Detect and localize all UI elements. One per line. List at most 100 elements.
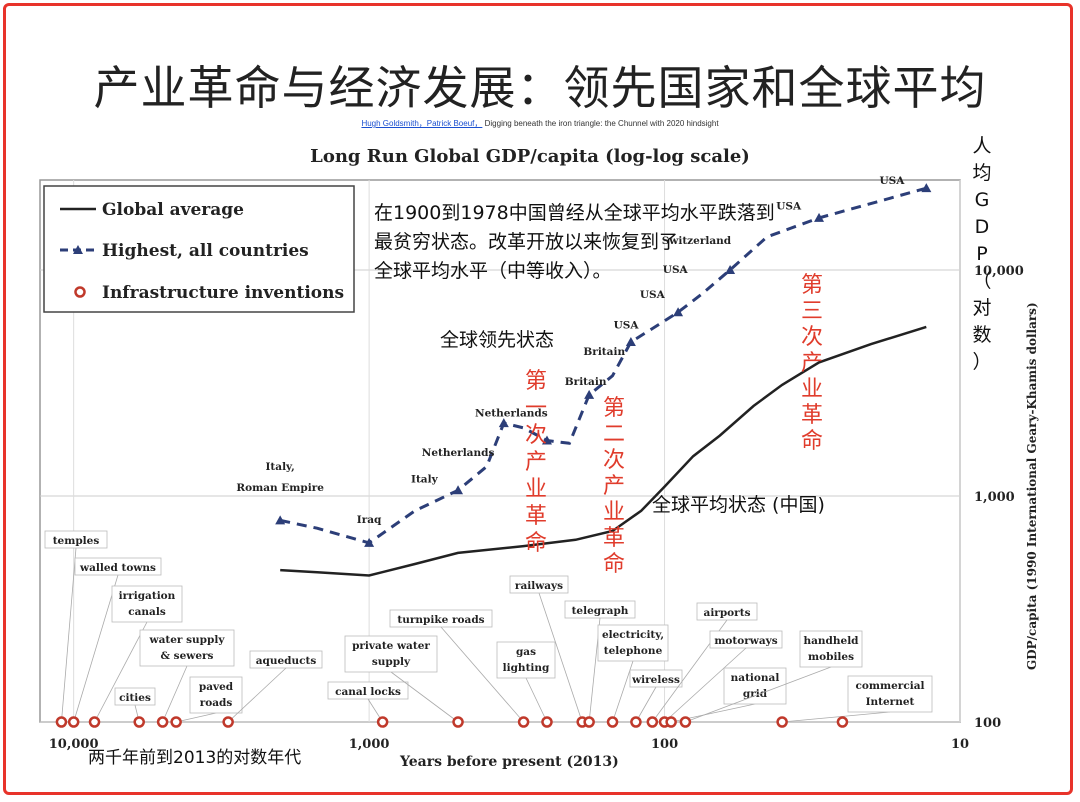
invention-marker: [606, 716, 619, 728]
invention-marker: [517, 716, 530, 728]
revolution-2-label: 二: [603, 422, 625, 447]
note-line-1: 在1900到1978中国曾经从全球平均水平跌落到: [374, 202, 775, 224]
revolution-2-label: 革: [603, 526, 625, 551]
invention-label: private water: [352, 640, 430, 652]
highest-series-marker: [814, 212, 825, 222]
citation-text: Digging beneath the iron triangle: the C…: [484, 119, 719, 128]
legend-label-highest: Highest, all countries: [102, 241, 309, 261]
invention-box: [696, 602, 758, 621]
revolution-2-label: 第: [603, 396, 625, 421]
invention-box: [44, 530, 108, 549]
invention-leader: [94, 621, 148, 723]
invention-marker: [541, 716, 553, 728]
invention-label: irrigation: [119, 590, 176, 602]
invention-box: [327, 681, 409, 700]
x-tick-label: 1,000: [349, 737, 390, 752]
invention-marker: [452, 716, 464, 728]
invention-marker: [170, 716, 182, 728]
legend-marker-highest: [73, 245, 83, 254]
y-tick-label: 100: [974, 716, 1001, 731]
invention-label: canal locks: [335, 686, 401, 698]
y-axis-label-cn-char: 人: [972, 135, 991, 157]
invention-leader: [440, 626, 524, 723]
invention-leader: [612, 660, 634, 723]
invention-label: mobiles: [808, 651, 854, 663]
country-label: USA: [879, 175, 905, 187]
highest-series-marker: [625, 336, 636, 346]
country-label: Roman Empire: [236, 482, 324, 494]
invention-label: airports: [704, 607, 751, 619]
revolution-2-label: 命: [603, 552, 625, 577]
leading-state-label: 全球领先状态: [440, 329, 554, 351]
invention-label: gas: [516, 646, 536, 658]
revolution-3-label: 革: [801, 403, 823, 428]
country-label: Netherlands: [422, 447, 495, 459]
y-axis-label-cn-char: （: [972, 270, 991, 292]
y-axis-label-cn-char: ）: [972, 351, 991, 373]
invention-box: [111, 585, 183, 623]
invention-label: motorways: [714, 635, 777, 647]
invention-label: cities: [119, 692, 151, 704]
revolution-1-label: 次: [525, 423, 547, 448]
invention-label: railways: [515, 580, 563, 592]
y-axis-label-cn-char: G: [975, 189, 990, 211]
revolution-3-label: 三: [801, 299, 823, 324]
country-label: Iraq: [357, 514, 382, 526]
slide-title: 产业革命与经济发展：领先国家和全球平均: [93, 61, 987, 115]
citation: Hugh Goldsmith，Patrick Boeuf， Digging be…: [0, 118, 1080, 129]
revolution-2-label: 产: [603, 474, 625, 499]
revolution-1-label: 产: [525, 450, 547, 475]
invention-label: & sewers: [161, 650, 214, 662]
country-label: USA: [776, 201, 802, 213]
legend-swatch-invention: [74, 286, 86, 298]
invention-box: [847, 675, 933, 713]
invention-box: [799, 630, 863, 668]
invention-leader: [782, 711, 891, 723]
revolution-3-label: 第: [801, 273, 823, 298]
invention-marker: [646, 716, 659, 728]
x-axis-label-cn: 两千年前到2013的对数年代: [88, 748, 301, 768]
revolution-1-label: 革: [525, 504, 547, 529]
country-label: USA: [640, 289, 666, 301]
invention-label: Internet: [866, 696, 915, 708]
revolution-1-label: 命: [525, 531, 547, 556]
invention-box: [723, 667, 787, 705]
invention-label: temples: [53, 535, 100, 547]
x-tick-label: 100: [651, 737, 678, 752]
chart-title: Long Run Global GDP/capita (log-log scal…: [310, 146, 750, 167]
invention-box: [344, 635, 438, 673]
invention-leader: [538, 592, 583, 723]
invention-box: [249, 650, 323, 669]
invention-label: national: [731, 672, 780, 684]
invention-marker: [630, 716, 642, 728]
y-axis-label-cn-char: 均: [972, 162, 991, 184]
invention-box: [709, 630, 783, 649]
invention-marker: [665, 716, 677, 728]
highest-series-line: [279, 186, 927, 545]
invention-marker: [156, 716, 169, 728]
invention-box: [629, 669, 683, 688]
legend-box: [43, 185, 355, 313]
invention-box: [139, 629, 235, 667]
highest-series-marker: [921, 183, 932, 193]
invention-label: electricity,: [602, 629, 664, 641]
invention-leader: [390, 671, 459, 723]
invention-leader: [162, 665, 188, 723]
invention-label: telephone: [604, 645, 663, 657]
y-tick-label: 1,000: [974, 490, 1015, 505]
invention-box: [189, 676, 243, 714]
y-axis-label-cn-char: 对: [972, 297, 991, 319]
country-label: USA: [614, 320, 640, 332]
invention-leader: [227, 667, 287, 723]
invention-label: aqueducts: [256, 655, 317, 667]
country-label: Britain: [583, 346, 625, 358]
citation-authors[interactable]: Hugh Goldsmith，Patrick Boeuf，: [361, 119, 483, 128]
country-label: Switzerland: [662, 235, 732, 247]
highest-series-marker: [725, 264, 736, 274]
invention-marker: [583, 716, 595, 728]
revolution-2-label: 业: [603, 500, 625, 525]
revolution-3-label: 产: [801, 351, 823, 376]
invention-label: grid: [743, 688, 768, 700]
invention-leader: [176, 712, 217, 723]
revolution-3-label: 业: [801, 377, 823, 402]
